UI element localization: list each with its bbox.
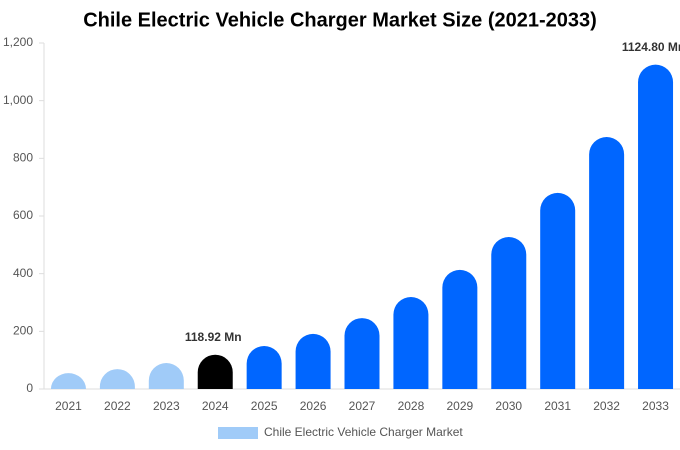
- chart-title: Chile Electric Vehicle Charger Market Si…: [83, 9, 597, 31]
- bar: [491, 237, 527, 389]
- x-tick-label: 2027: [349, 399, 376, 413]
- bar: [393, 297, 429, 389]
- y-tick-label: 600: [13, 208, 33, 222]
- x-tick-label: 2023: [153, 399, 180, 413]
- bar: [99, 369, 135, 389]
- x-tick-label: 2031: [544, 399, 571, 413]
- bar: [638, 64, 674, 389]
- y-tick-label: 800: [13, 151, 33, 165]
- x-tick-label: 2022: [104, 399, 131, 413]
- bar: [344, 318, 380, 389]
- x-tick-label: 2025: [251, 399, 278, 413]
- value-label: 118.92 Mn: [185, 330, 242, 344]
- x-tick-label: 2021: [55, 399, 82, 413]
- value-label: 1124.80 Mn: [622, 40, 680, 54]
- bar: [246, 346, 282, 389]
- bar: [442, 269, 478, 389]
- x-tick-label: 2028: [398, 399, 425, 413]
- legend-label: Chile Electric Vehicle Charger Market: [264, 425, 463, 439]
- x-tick-label: 2026: [300, 399, 327, 413]
- bar: [197, 354, 233, 389]
- bar: [148, 363, 184, 389]
- x-tick-label: 2030: [495, 399, 522, 413]
- bar: [50, 373, 86, 389]
- y-tick-label: 0: [26, 381, 33, 395]
- legend-swatch: [218, 427, 258, 439]
- x-tick-label: 2033: [642, 399, 669, 413]
- x-tick-label: 2024: [202, 399, 229, 413]
- x-tick-label: 2029: [446, 399, 473, 413]
- bar: [295, 333, 331, 389]
- bar: [589, 136, 625, 389]
- y-tick-label: 1,000: [3, 93, 33, 107]
- y-tick-label: 400: [13, 266, 33, 280]
- bar: [540, 192, 576, 389]
- x-tick-label: 2032: [593, 399, 620, 413]
- y-tick-label: 1,200: [3, 35, 33, 49]
- y-tick-label: 200: [13, 324, 33, 338]
